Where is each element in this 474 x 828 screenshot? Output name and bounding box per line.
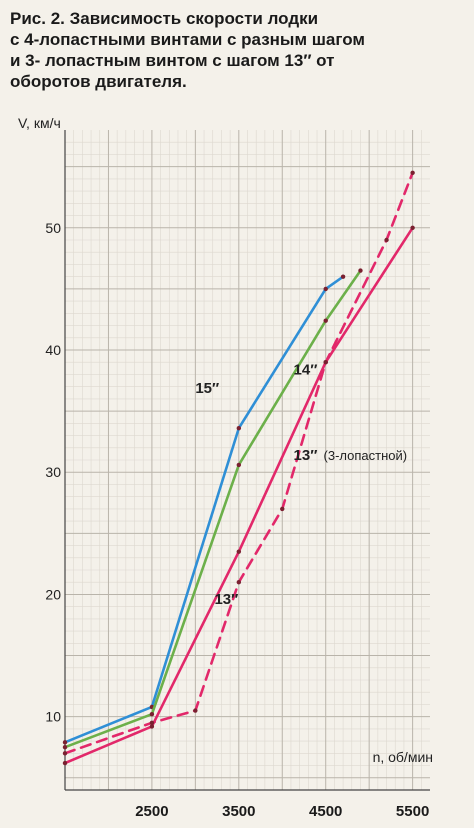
data-point [323,286,328,292]
data-point [280,506,285,512]
series-line [63,171,414,755]
series-label: 15″ [195,380,219,397]
y-tick-label: 20 [45,586,61,602]
series-label-note: (3-лопастной) [324,448,408,463]
data-point [236,549,242,554]
series-label: 13″ [214,591,238,608]
y-axis-label: V, км/ч [18,115,61,131]
data-point [149,720,155,725]
data-point [193,708,198,713]
x-tick-label: 2500 [135,803,168,820]
data-point [62,751,68,756]
data-point [149,724,155,729]
y-tick-label: 50 [45,220,61,236]
chart-series-labels: 15″ 14″ 13″ 13″ (3-лопастной) [195,361,407,608]
data-point [236,580,242,585]
data-point [236,462,242,468]
data-point [323,360,328,365]
caption-line: оборотов двигателя. [10,72,187,91]
data-point [236,426,242,431]
x-tick-label: 3500 [222,803,255,820]
series-label: 13″ [294,447,318,464]
y-tick-label: 30 [45,464,61,480]
y-tick-label: 10 [45,709,61,725]
x-tick-label: 4500 [309,803,342,820]
chart-series [62,170,415,766]
data-point [323,318,328,323]
x-axis-label: n, об/мин [373,749,433,765]
data-point [410,170,415,175]
data-point [384,237,389,243]
chart-axes: V, км/ч n, об/мин 10 20 30 40 50 2500 3500 4500… [18,115,433,820]
figure-caption: Рис. 2. Зависимость скорости лодки с 4-л… [10,8,470,92]
caption-line: Рис. 2. Зависимость скорости лодки [10,9,319,28]
data-point [62,745,68,750]
data-point [358,268,363,273]
data-point [62,740,68,745]
data-point [149,712,155,717]
y-tick-label: 40 [45,342,61,358]
data-point [340,274,346,279]
series-label: 14″ [294,361,318,378]
caption-line: с 4-лопастными винтами с разным шагом [10,30,365,49]
data-point [410,225,415,230]
caption-line: и 3- лопастным винтом с шагом 13″ от [10,51,335,70]
data-point [62,760,68,766]
x-tick-label: 5500 [396,803,429,820]
